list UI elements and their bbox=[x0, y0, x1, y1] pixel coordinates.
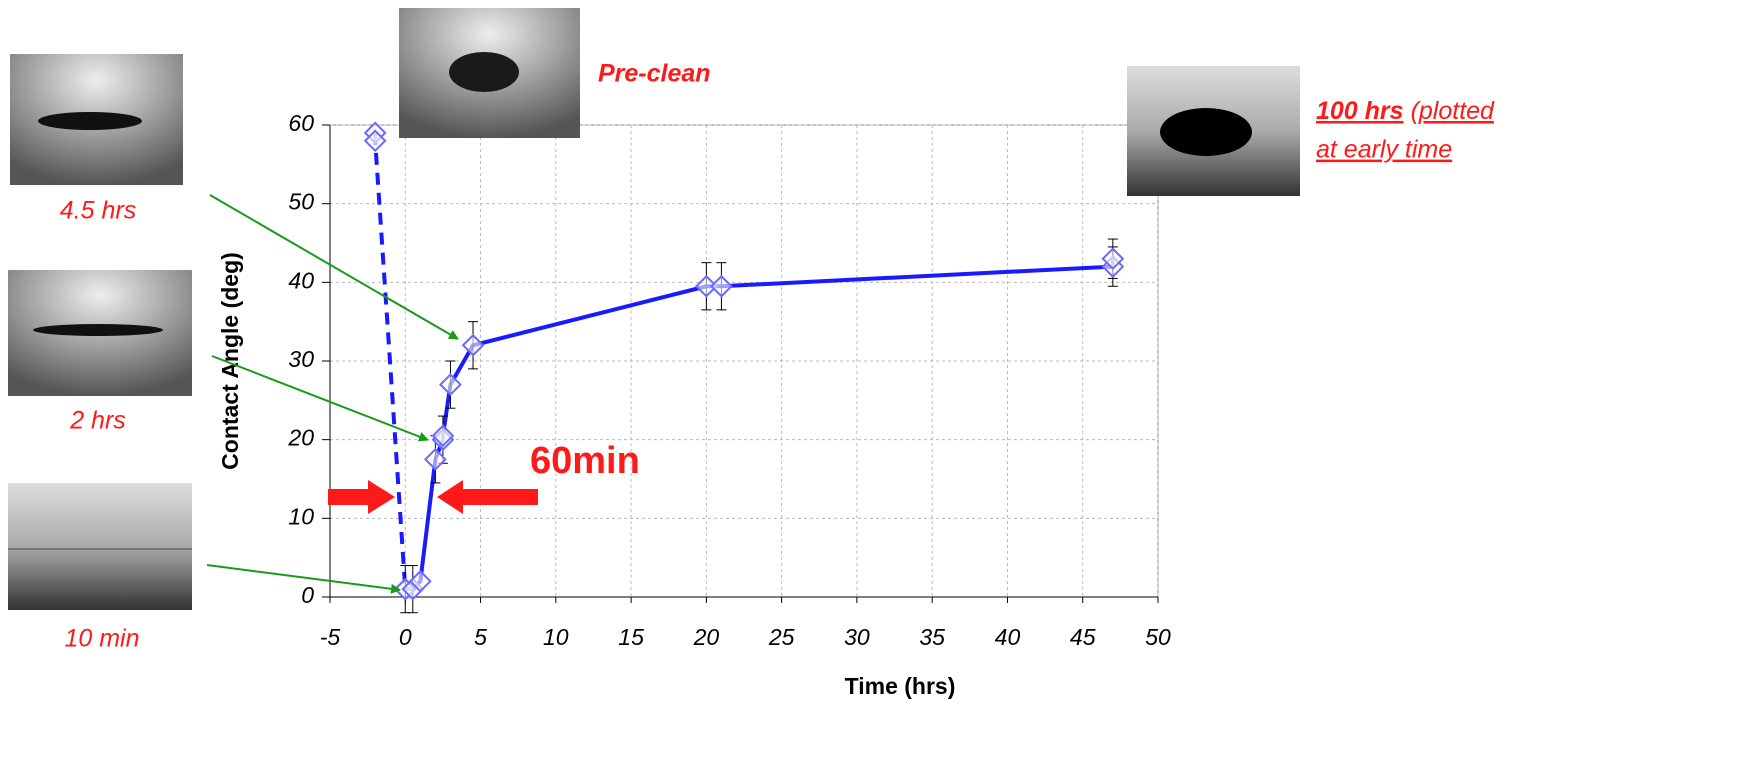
x-tick-label: -5 bbox=[320, 624, 341, 650]
y-tick-label: 0 bbox=[301, 582, 314, 608]
droplet-image bbox=[8, 270, 192, 396]
data-point bbox=[431, 424, 455, 448]
annotation: 10 min bbox=[64, 625, 139, 653]
annotation: at early time bbox=[1316, 136, 1452, 164]
y-tick-label: 20 bbox=[287, 425, 314, 451]
droplet-image bbox=[399, 8, 580, 138]
y-tick-label: 40 bbox=[288, 267, 314, 293]
x-tick-label: 5 bbox=[474, 624, 487, 650]
x-tick-label: 0 bbox=[399, 624, 412, 650]
y-axis-label: Contact Angle (deg) bbox=[217, 252, 243, 470]
pointer-arrow bbox=[211, 355, 429, 442]
data-point bbox=[423, 447, 447, 471]
data-point bbox=[1101, 247, 1125, 271]
annotation: 4.5 hrs bbox=[60, 197, 136, 225]
pointer-arrow bbox=[209, 194, 459, 340]
data-point bbox=[710, 274, 733, 298]
annotation: 60min bbox=[530, 440, 640, 482]
droplet-image bbox=[1127, 66, 1300, 196]
y-tick-label: 30 bbox=[288, 346, 314, 372]
annotation: 100 hrs (plotted bbox=[1316, 97, 1495, 125]
x-tick-label: 35 bbox=[919, 624, 945, 650]
x-tick-label: 25 bbox=[768, 624, 795, 650]
annotation: 2 hrs bbox=[69, 407, 126, 435]
y-tick-label: 10 bbox=[288, 503, 314, 529]
y-tick-label: 60 bbox=[288, 110, 314, 136]
pointer-arrow bbox=[206, 564, 401, 594]
data-point bbox=[694, 274, 718, 298]
annotation-part: 100 hrs bbox=[1316, 97, 1404, 125]
x-tick-label: 45 bbox=[1070, 624, 1096, 650]
window-arrow bbox=[328, 480, 395, 514]
x-tick-label: 50 bbox=[1145, 624, 1171, 650]
data-point bbox=[363, 129, 387, 153]
x-tick-label: 40 bbox=[995, 624, 1021, 650]
data-point bbox=[408, 569, 432, 593]
annotation: Pre-clean bbox=[598, 60, 711, 88]
x-tick-label: 10 bbox=[543, 624, 569, 650]
x-tick-label: 30 bbox=[844, 624, 870, 650]
droplet-image bbox=[10, 54, 183, 185]
droplet-image bbox=[8, 483, 192, 610]
y-tick-label: 50 bbox=[288, 189, 314, 215]
annotation-part: (plotted bbox=[1411, 97, 1495, 125]
data-point bbox=[439, 373, 462, 397]
x-axis-label: Time (hrs) bbox=[845, 673, 956, 699]
window-arrow bbox=[437, 480, 538, 514]
x-tick-label: 15 bbox=[618, 624, 644, 650]
data-point bbox=[461, 333, 485, 357]
x-tick-label: 20 bbox=[693, 624, 720, 650]
